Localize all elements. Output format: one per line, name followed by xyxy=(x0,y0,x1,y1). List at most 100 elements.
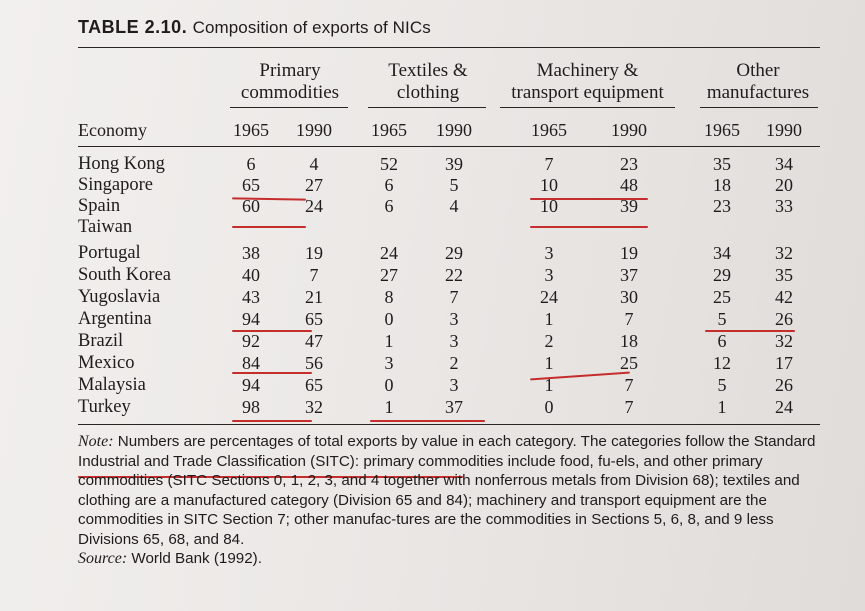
table-cell: 35 xyxy=(775,265,793,285)
table-cell: 0 xyxy=(544,397,554,417)
table-cell: 35 xyxy=(713,154,731,174)
table-cell: 6 xyxy=(246,154,256,174)
table-cell: 2 xyxy=(544,331,554,351)
table-cell: 39 xyxy=(445,154,463,174)
table-cell: 34 xyxy=(775,154,793,174)
table-cell: 27 xyxy=(305,175,323,195)
table-cell: 34 xyxy=(713,243,731,263)
group-rule-primary xyxy=(230,107,348,109)
table-cell: 60 xyxy=(242,196,260,216)
year-header: 1990 xyxy=(766,120,802,140)
table-cell: 2 xyxy=(449,353,459,373)
note-label: Note: xyxy=(78,433,114,450)
table-cell: 48 xyxy=(620,175,638,195)
group-header-primary: Primary commodities xyxy=(220,60,360,104)
group-line1: Other xyxy=(736,60,780,81)
table-cell: 1 xyxy=(384,397,394,417)
economy-name: Mexico xyxy=(78,353,135,373)
table-cell: 10 xyxy=(540,175,558,195)
source-label: Source: xyxy=(78,550,128,567)
table-cell: 6 xyxy=(384,196,394,216)
red-underline xyxy=(232,420,312,422)
red-underline xyxy=(232,226,306,228)
source-line: Source: World Bank (1992). xyxy=(78,549,816,569)
note-text-2: : primary commodities include food, fu-e… xyxy=(78,452,800,548)
table-cell: 33 xyxy=(775,196,793,216)
economy-name: Portugal xyxy=(78,243,141,263)
table-cell: 6 xyxy=(717,331,727,351)
bottom-rule xyxy=(78,424,820,426)
economy-name: Taiwan xyxy=(78,217,133,237)
group-line2: clothing xyxy=(396,82,460,103)
table-number: TABLE 2.10. xyxy=(78,17,188,37)
header-rule xyxy=(78,146,820,148)
table-cell: 18 xyxy=(620,331,638,351)
table-cell: 0 xyxy=(384,309,394,329)
table-cell: 23 xyxy=(620,154,638,174)
table-cell: 3 xyxy=(544,243,554,263)
table-cell: 94 xyxy=(242,375,260,395)
economy-name: South Korea xyxy=(78,265,171,285)
group-header-other: Other manufactures xyxy=(688,60,828,104)
economy-name: Malaysia xyxy=(78,375,146,395)
table-cell: 38 xyxy=(242,243,260,263)
table-cell: 22 xyxy=(445,265,463,285)
table-cell: 52 xyxy=(380,154,398,174)
table-cell: 5 xyxy=(717,375,727,395)
table-cell: 7 xyxy=(449,287,459,307)
table-cell: 25 xyxy=(713,287,731,307)
note-text-1: Numbers are percentages of total exports… xyxy=(113,433,754,450)
group-line2: manufactures xyxy=(706,82,810,103)
group-rule-textiles xyxy=(368,107,486,109)
group-rule-other xyxy=(700,107,818,109)
table-cell: 47 xyxy=(305,331,323,351)
red-underline xyxy=(370,420,485,422)
economy-name: Spain xyxy=(78,196,121,216)
table-cell: 65 xyxy=(305,309,323,329)
group-header-textiles: Textiles & clothing xyxy=(358,60,498,104)
economy-name: Yugoslavia xyxy=(78,287,161,307)
table-note: Note: Numbers are percentages of total e… xyxy=(78,432,816,569)
group-line2: commodities xyxy=(240,82,340,103)
group-line1: Primary xyxy=(259,60,321,81)
table-cell: 20 xyxy=(775,175,793,195)
group-line1: Machinery & xyxy=(536,60,639,81)
table-cell: 7 xyxy=(309,265,319,285)
table-cell: 94 xyxy=(242,309,260,329)
table-cell: 5 xyxy=(449,175,459,195)
table-cell: 32 xyxy=(775,331,793,351)
table-cell: 32 xyxy=(775,243,793,263)
table-cell: 4 xyxy=(309,154,319,174)
table-cell: 17 xyxy=(775,353,793,373)
table-cell: 3 xyxy=(449,375,459,395)
group-rule-machinery xyxy=(500,107,675,109)
table-cell: 3 xyxy=(449,331,459,351)
note-sitc: Standard Industrial and Trade Classifica… xyxy=(78,433,816,470)
table-cell: 18 xyxy=(713,175,731,195)
top-rule xyxy=(78,47,820,49)
table-cell: 7 xyxy=(544,154,554,174)
table-cell: 84 xyxy=(242,353,260,373)
table-cell: 6 xyxy=(384,175,394,195)
source-text: World Bank (1992). xyxy=(127,550,262,567)
year-header: 1990 xyxy=(611,120,647,140)
table-cell: 19 xyxy=(620,243,638,263)
group-line1: Textiles & xyxy=(388,60,468,81)
table-cell: 30 xyxy=(620,287,638,307)
economy-name: Singapore xyxy=(78,175,154,195)
table-cell: 1 xyxy=(717,397,727,417)
table-cell: 65 xyxy=(242,175,260,195)
economy-name: Brazil xyxy=(78,331,124,351)
table-cell: 3 xyxy=(544,265,554,285)
red-underline xyxy=(705,330,795,332)
table-cell: 25 xyxy=(620,353,638,373)
table-cell: 24 xyxy=(305,196,323,216)
table-cell: 12 xyxy=(713,353,731,373)
table-cell: 24 xyxy=(775,397,793,417)
table-cell: 1 xyxy=(544,375,554,395)
table-cell: 23 xyxy=(713,196,731,216)
year-header: 1965 xyxy=(531,120,567,140)
table-cell: 3 xyxy=(449,309,459,329)
table-cell: 7 xyxy=(624,309,634,329)
